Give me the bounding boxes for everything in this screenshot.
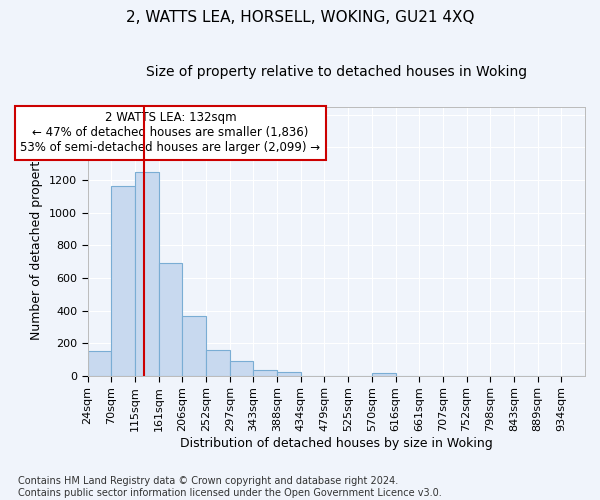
Bar xyxy=(253,370,277,376)
Title: Size of property relative to detached houses in Woking: Size of property relative to detached ho… xyxy=(146,65,527,79)
Bar xyxy=(88,352,111,376)
Bar xyxy=(158,264,182,376)
Bar xyxy=(111,186,135,376)
Bar xyxy=(277,372,301,376)
Y-axis label: Number of detached properties: Number of detached properties xyxy=(31,142,43,340)
X-axis label: Distribution of detached houses by size in Woking: Distribution of detached houses by size … xyxy=(180,437,493,450)
Text: 2 WATTS LEA: 132sqm
← 47% of detached houses are smaller (1,836)
53% of semi-det: 2 WATTS LEA: 132sqm ← 47% of detached ho… xyxy=(20,112,320,154)
Bar xyxy=(206,350,230,376)
Bar xyxy=(372,374,395,376)
Bar xyxy=(135,172,158,376)
Bar xyxy=(230,361,253,376)
Text: 2, WATTS LEA, HORSELL, WOKING, GU21 4XQ: 2, WATTS LEA, HORSELL, WOKING, GU21 4XQ xyxy=(126,10,474,25)
Text: Contains HM Land Registry data © Crown copyright and database right 2024.
Contai: Contains HM Land Registry data © Crown c… xyxy=(18,476,442,498)
Bar xyxy=(182,316,206,376)
